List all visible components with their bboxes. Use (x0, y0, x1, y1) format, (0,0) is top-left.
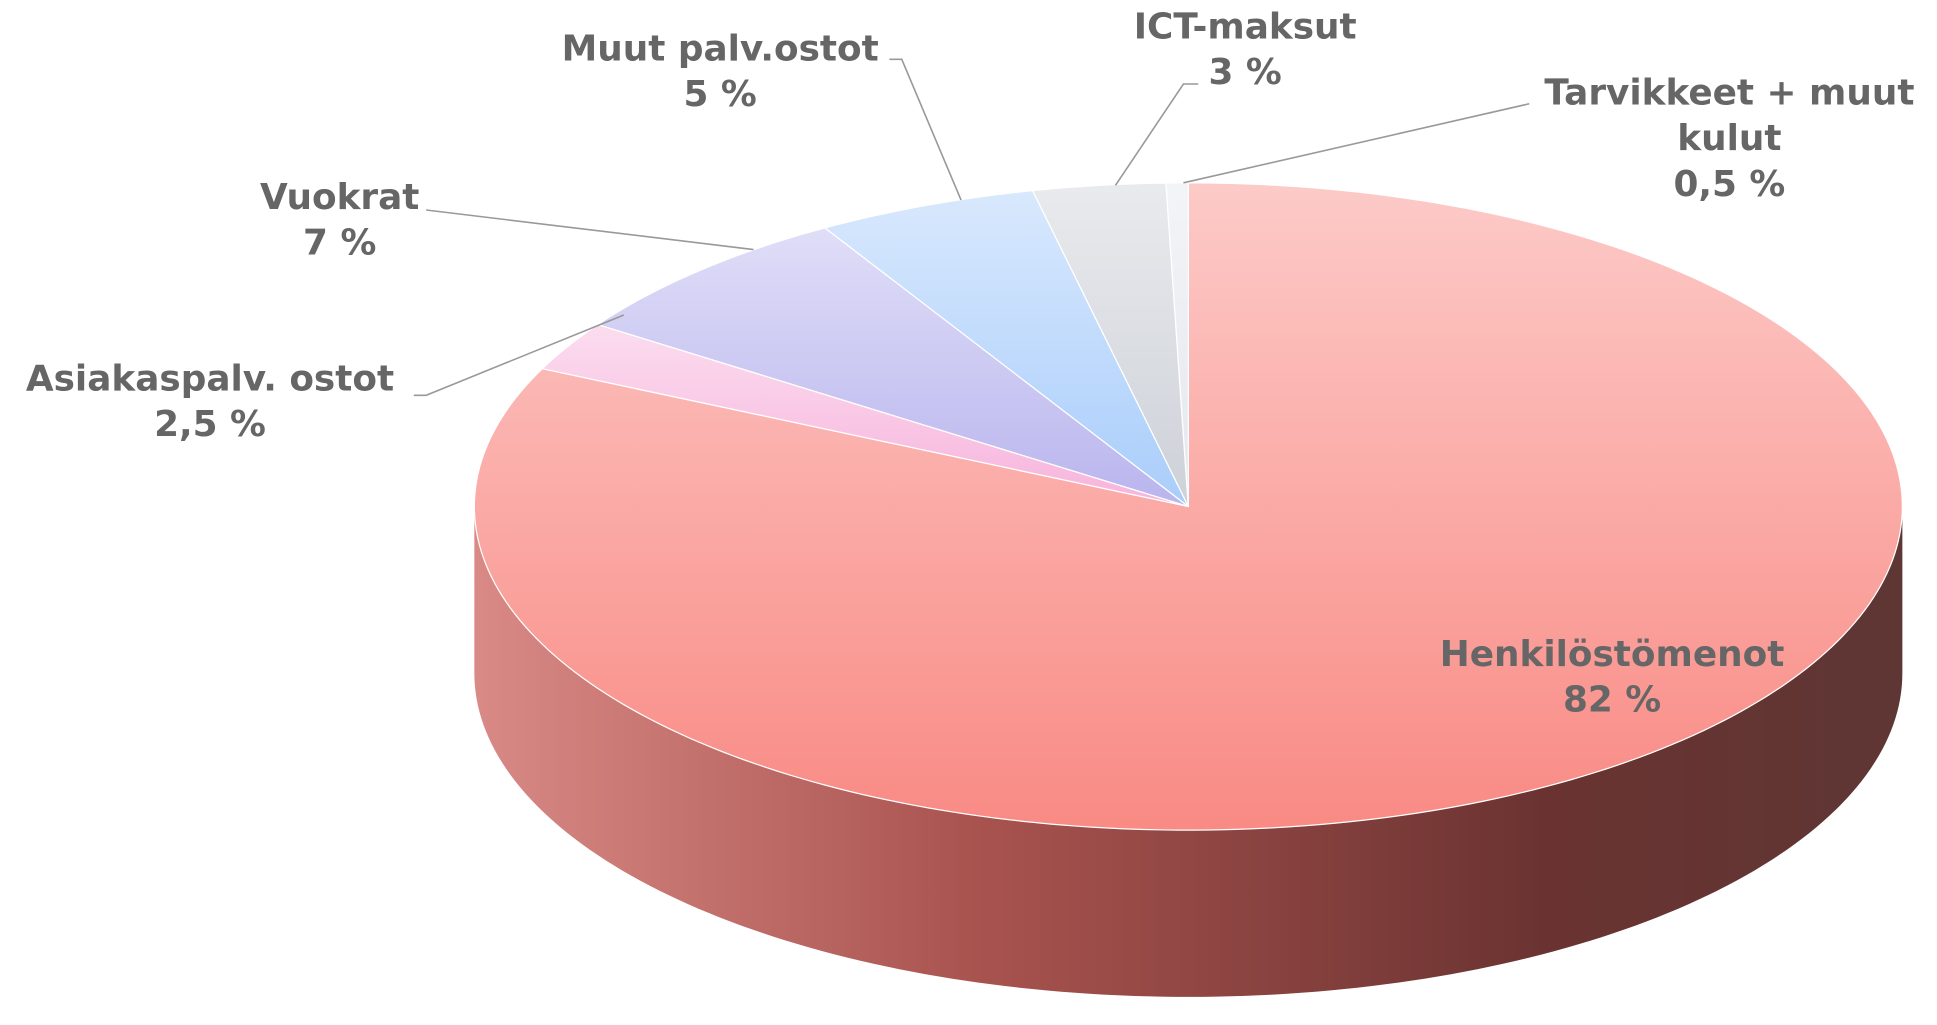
pie-slice-shine (1032, 182, 1189, 507)
pie-slice-shine (824, 190, 1189, 507)
leader-line (889, 58, 962, 201)
data-label: Muut palv.ostot 5 % (562, 26, 879, 117)
leader-line (413, 314, 625, 397)
slice-value: 0,5 % (1673, 162, 1786, 205)
leader-line (1183, 102, 1530, 184)
slice-value: 2,5 % (154, 402, 266, 445)
leader-lines (413, 58, 1530, 397)
data-label: Tarvikkeet + muut kulut 0,5 % (1526, 70, 1934, 207)
slice-value: 5 % (683, 72, 757, 115)
slice-name: Vuokrat (260, 175, 420, 218)
slice-name: ICT-maksut (1133, 4, 1357, 47)
data-label: Henkilöstömenot 82 % (1440, 631, 1785, 722)
slice-name: Henkilöstömenot (1439, 632, 1785, 675)
data-label: ICT-maksut 3 % (1134, 4, 1357, 95)
pie-slice-shine (1165, 182, 1189, 507)
pie-tops (473, 182, 1903, 831)
slice-name: Asiakaspalv. ostot (25, 357, 395, 400)
pie-slice-shine (474, 182, 1903, 831)
pie-side (474, 506, 1903, 997)
slice-value: 82 % (1562, 678, 1662, 721)
pie-slice-shine (542, 324, 1189, 507)
pie-sides (474, 506, 1903, 997)
data-label: Asiakaspalv. ostot 2,5 % (26, 356, 394, 447)
pie-slice-shine (597, 227, 1189, 507)
slice-name: Muut palv.ostot (561, 27, 879, 70)
slice-value: 7 % (303, 221, 377, 264)
data-label: Vuokrat 7 % (260, 174, 419, 265)
leader-line (1114, 83, 1199, 186)
leader-line (426, 209, 754, 251)
slice-value: 3 % (1208, 50, 1282, 93)
slice-name: Tarvikkeet + muut kulut (1544, 71, 1915, 159)
